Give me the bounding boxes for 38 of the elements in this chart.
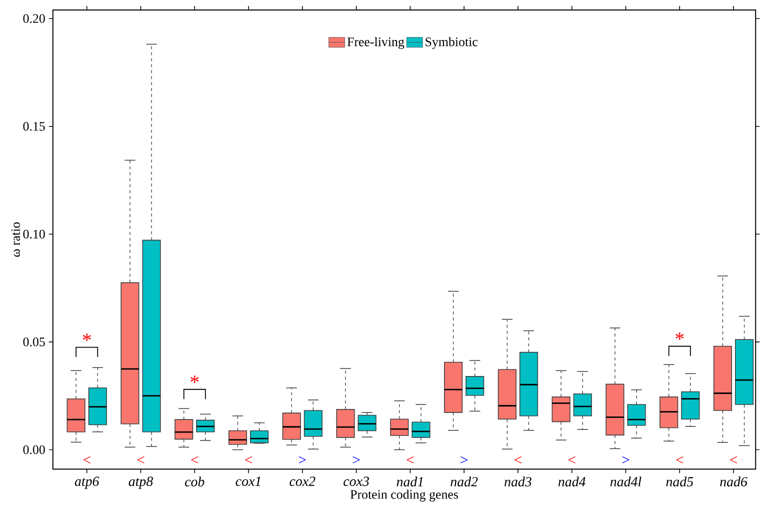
- x-axis-title: Protein coding genes: [350, 490, 458, 502]
- y-axis-title: ω ratio: [11, 222, 20, 257]
- x-tick-label: nad3: [504, 476, 532, 486]
- x-tick-label: cox3: [344, 476, 369, 486]
- x-tick-label: cob: [185, 476, 204, 486]
- annotation: <: [137, 456, 144, 464]
- annotation: >: [622, 456, 630, 464]
- annotation: >: [352, 456, 360, 464]
- annotation: *: [190, 376, 199, 383]
- annotation: *: [676, 332, 684, 340]
- x-tick-label: nad1: [396, 476, 423, 486]
- y-tick-label: 0.05: [23, 338, 45, 346]
- x-tick-label: atp6: [74, 476, 100, 489]
- x-tick-label: nad5: [666, 476, 694, 486]
- x-tick-label: nad2: [450, 476, 478, 486]
- legend-label: Free-living: [347, 37, 404, 49]
- y-tick-label: 0.00: [23, 445, 45, 454]
- x-tick-label: nad4l: [610, 476, 642, 486]
- y-tick-label: 0.10: [23, 230, 45, 239]
- annotation: <: [676, 456, 684, 464]
- y-tick-label: 0.20: [23, 14, 45, 23]
- x-tick-label: cox1: [236, 476, 260, 486]
- annotation: <: [730, 456, 737, 464]
- annotation: <: [568, 456, 576, 464]
- annotation: <: [406, 456, 414, 464]
- x-tick-label: atp8: [128, 476, 153, 489]
- annotation: <: [191, 456, 198, 464]
- x-tick-label: nad4: [558, 476, 586, 486]
- annotation: <: [514, 456, 522, 464]
- annotation: >: [460, 456, 468, 464]
- y-tick-label: 0.15: [23, 122, 45, 131]
- annotation: <: [245, 456, 252, 464]
- x-tick-label: nad6: [720, 476, 748, 486]
- x-tick-label: cox2: [290, 476, 316, 486]
- legend-label: Symbiotic: [426, 37, 478, 49]
- annotation: *: [82, 334, 91, 341]
- annotation: <: [83, 456, 90, 464]
- annotation: >: [298, 456, 306, 464]
